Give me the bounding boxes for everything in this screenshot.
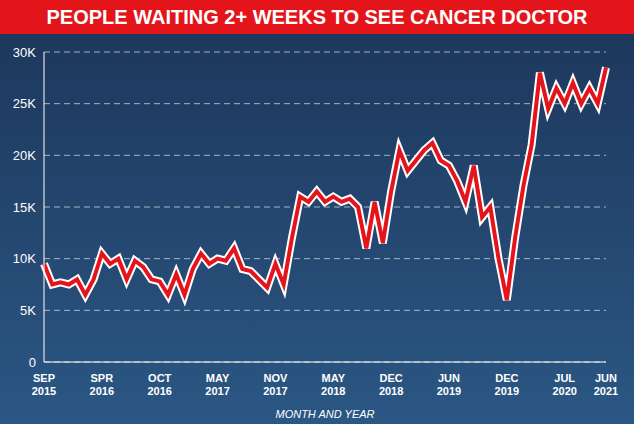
- html-text:PEOPLE WAITING 2+ WEEKS TO SEE: PEOPLE WAITING 2+ WEEKS TO SEE CANCER DO…: [46, 6, 588, 28]
- svg-text:15K: 15K: [13, 200, 36, 215]
- svg-text:SPR2016: SPR2016: [90, 372, 114, 397]
- svg-text:SEP2015: SEP2015: [32, 372, 56, 397]
- svg-text:JUN2019: JUN2019: [437, 372, 461, 397]
- svg-text:JUL2020: JUL2020: [552, 372, 576, 397]
- svg-text:JUN2021: JUN2021: [594, 372, 618, 397]
- svg-text:DEC2019: DEC2019: [495, 372, 519, 397]
- svg-text:30K: 30K: [13, 45, 36, 60]
- svg-text:OCT2016: OCT2016: [147, 372, 171, 397]
- svg-text:MAY2018: MAY2018: [321, 372, 346, 397]
- svg-text:25K: 25K: [13, 96, 36, 111]
- svg-text:MONTH AND YEAR: MONTH AND YEAR: [275, 408, 374, 420]
- svg-text:DEC2018: DEC2018: [379, 372, 403, 397]
- svg-text:5K: 5K: [20, 303, 36, 318]
- svg-text:0: 0: [29, 355, 36, 370]
- svg-text:NOV2017: NOV2017: [263, 372, 288, 397]
- svg-text:10K: 10K: [13, 251, 36, 266]
- svg-text:20K: 20K: [13, 148, 36, 163]
- svg-text:MAY2017: MAY2017: [205, 372, 230, 397]
